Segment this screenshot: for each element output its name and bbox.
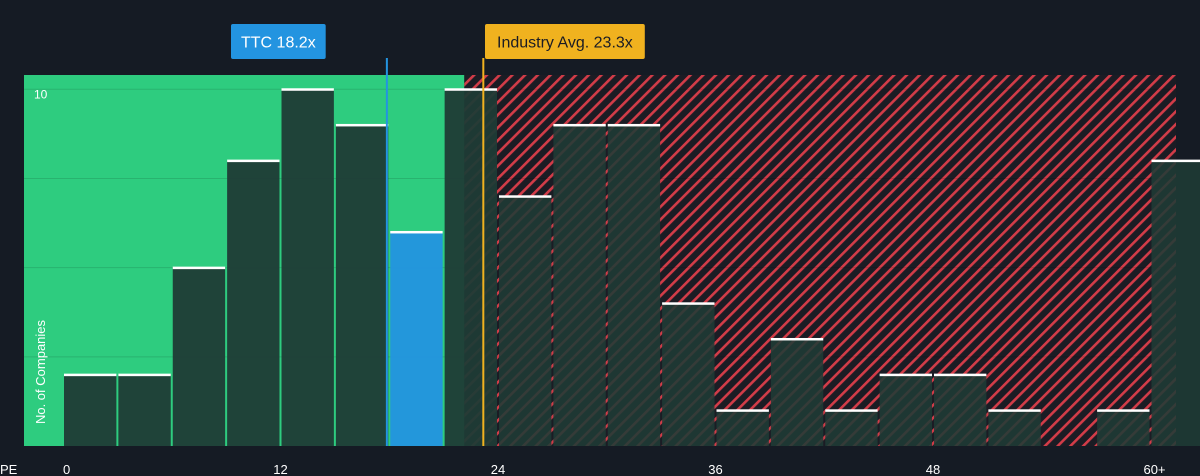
bar-top-11 [662,302,715,305]
bar-17 [988,410,1041,446]
industry-avg-callout: Industry Avg. 23.3x [485,24,645,59]
bar-0 [64,374,117,446]
bar-11 [662,303,715,446]
x-tick-label-0: 0 [63,462,70,476]
industry-avg-label: Industry Avg. 23.3x [497,35,633,52]
histogram-bars [64,88,1200,447]
value-markers [385,58,485,446]
bar-10 [607,124,661,446]
bar-top-1 [118,373,171,377]
bar-15 [879,374,932,446]
bar-13 [770,338,824,446]
bar-top-2 [172,266,226,270]
bar-12 [716,410,769,446]
bar-top-17 [988,409,1041,412]
bar-top-8 [499,195,552,198]
x-axis-label: PE [0,462,18,476]
bar-top-5 [335,123,389,127]
x-tick-label-2: 24 [491,462,505,476]
axis-ticks: 0 12 24 36 48 60+ 10 [34,87,1166,476]
bar-top-6 [390,230,443,234]
company-label: TTC 18.2x [241,35,316,52]
y-tick-label-0: 10 [34,87,48,101]
bar-4 [281,89,334,447]
bar-5 [335,124,389,446]
bar-top-10 [607,123,661,127]
bar-16 [934,374,987,446]
bar-top-9 [553,123,606,127]
bar-8 [499,196,552,446]
bar-9 [553,124,606,446]
x-tick-label-4: 48 [926,462,940,476]
x-tick-label-5: 60+ [1143,462,1165,476]
bar-top-14 [825,409,878,412]
company-label-callout: TTC 18.2x [231,24,326,59]
bar-6 [390,231,443,446]
bar-7 [444,89,497,447]
bar-top-4 [281,88,334,91]
bar-top-16 [934,373,987,377]
x-tick-label-1: 12 [273,462,287,476]
y-axis-label: No. of Companies [33,319,48,424]
bar-2 [172,267,226,446]
bar-top-15 [879,373,932,377]
bar-3 [227,160,280,446]
bar-top-3 [227,159,280,163]
bar-top-20 [1151,159,1200,163]
industry-avg-label-box [485,24,645,59]
bar-top-12 [716,409,769,412]
bar-top-13 [770,337,824,341]
company-label-box [231,24,326,59]
x-tick-label-3: 36 [708,462,722,476]
bar-14 [825,410,878,446]
bar-top-0 [64,373,117,377]
bar-20 [1151,160,1200,446]
bar-1 [118,374,171,446]
bar-top-19 [1097,409,1150,412]
bar-19 [1097,410,1150,446]
bar-top-7 [444,88,497,91]
